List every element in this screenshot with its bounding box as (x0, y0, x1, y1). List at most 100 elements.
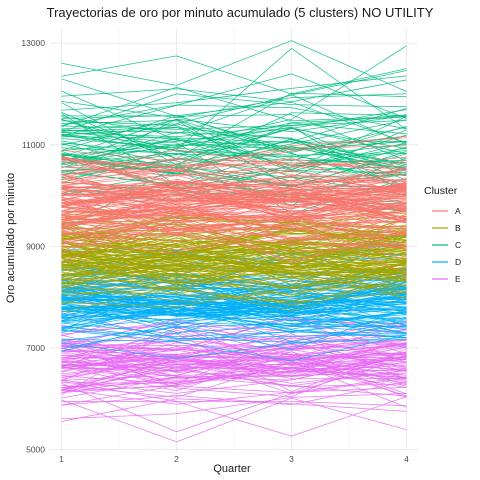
trajectory-line-C (61, 127, 407, 155)
series-D (61, 234, 407, 362)
trajectory-line-C (61, 120, 407, 170)
trajectory-line-E (61, 393, 407, 420)
trajectory-line-A (61, 203, 407, 232)
trajectory-line-E (61, 397, 407, 443)
trajectory-line-D (61, 295, 407, 325)
trajectory-line-D (61, 306, 407, 338)
trajectory-line-B (61, 224, 407, 272)
trajectory-line-D (61, 311, 407, 333)
series-B (61, 202, 407, 313)
y-tick-label: 11000 (22, 140, 45, 150)
trajectory-line-A (61, 161, 407, 184)
trajectory-line-A (61, 226, 407, 242)
trajectory-line-E (61, 396, 407, 437)
trajectory-line-D (61, 300, 407, 312)
trajectory-line-E (61, 339, 407, 350)
trajectory-line-E (61, 354, 407, 406)
trajectory-line-D (61, 297, 407, 308)
series-layer (61, 40, 407, 443)
trajectory-line-B (61, 275, 407, 295)
trajectory-line-C (61, 113, 407, 186)
trajectory-line-B (61, 262, 407, 302)
trajectory-line-E (61, 381, 407, 406)
x-tick-label: 4 (404, 454, 409, 464)
trajectory-line-B (61, 224, 407, 287)
trajectory-line-E (61, 378, 407, 433)
trajectory-line-D (61, 290, 407, 328)
trajectory-line-C (61, 70, 407, 130)
trajectory-line-C (61, 79, 407, 103)
x-tick-labels: 1 2 3 4 (59, 454, 409, 464)
trajectory-line-E (61, 364, 407, 397)
trajectory-line-D (61, 291, 407, 321)
trajectory-line-A (61, 211, 407, 229)
trajectory-line-C (61, 146, 407, 172)
y-axis-title: Oro acumulado por minuto (5, 173, 17, 303)
trajectory-line-B (61, 281, 407, 302)
trajectory-line-D (61, 313, 407, 325)
trajectory-line-C (61, 115, 407, 153)
trajectory-line-D (61, 289, 407, 327)
trajectory-line-A (61, 205, 407, 228)
trajectory-line-A (61, 158, 407, 176)
trajectory-line-E (61, 353, 407, 395)
trajectory-line-A (61, 183, 407, 224)
trajectory-line-A (61, 182, 407, 207)
trajectory-line-E (61, 342, 407, 398)
y-tick-label: 13000 (21, 38, 45, 48)
trajectory-line-C (61, 93, 407, 133)
trajectory-line-C (61, 102, 407, 166)
legend-title: Cluster (424, 185, 458, 197)
trajectory-line-D (61, 323, 407, 342)
trajectory-line-A (61, 156, 407, 186)
trajectory-line-C (61, 158, 407, 189)
trajectory-line-C (61, 73, 407, 137)
trajectory-line-B (61, 224, 407, 259)
trajectory-line-B (61, 249, 407, 285)
trajectory-line-E (61, 354, 407, 399)
trajectory-line-C (61, 86, 407, 127)
trajectory-line-E (61, 341, 407, 366)
trajectory-line-A (61, 190, 407, 224)
trajectory-line-E (61, 336, 407, 384)
trajectory-line-A (61, 184, 407, 212)
trajectory-line-C (61, 119, 407, 156)
trajectory-line-E (61, 334, 407, 364)
trajectory-line-E (61, 345, 407, 377)
trajectory-line-C (61, 109, 407, 168)
trajectory-line-E (61, 312, 407, 340)
x-tick-label: 2 (174, 454, 179, 464)
legend-label-D: D (455, 257, 461, 267)
trajectory-line-E (61, 342, 407, 360)
trajectory-line-A (61, 170, 407, 207)
trajectory-line-B (61, 233, 407, 268)
trajectory-line-D (61, 325, 407, 340)
trajectory-line-C (61, 94, 407, 145)
trajectory-line-B (61, 261, 407, 298)
trajectory-line-B (61, 250, 407, 280)
trajectory-line-A (61, 157, 407, 176)
trajectory-line-A (61, 182, 407, 215)
x-tick-label: 1 (59, 454, 64, 464)
trajectory-line-E (61, 354, 407, 368)
trajectory-line-B (61, 245, 407, 264)
trajectory-line-A (61, 215, 407, 234)
trajectory-line-C (61, 93, 407, 119)
trajectory-line-B (61, 276, 407, 313)
trajectory-line-A (61, 197, 407, 235)
trajectory-line-B (61, 229, 407, 251)
trajectory-line-D (61, 299, 407, 335)
trajectory-line-E (61, 341, 407, 369)
trajectory-line-D (61, 303, 407, 333)
trajectory-line-C (61, 127, 407, 181)
trajectory-line-E (61, 355, 407, 389)
trajectory-line-C (61, 119, 407, 138)
trajectory-line-E (61, 343, 407, 373)
trajectory-line-A (61, 203, 407, 225)
trajectory-line-A (61, 176, 407, 200)
trajectory-line-C (61, 115, 407, 158)
trajectory-line-B (61, 270, 407, 289)
trajectory-line-A (61, 180, 407, 221)
